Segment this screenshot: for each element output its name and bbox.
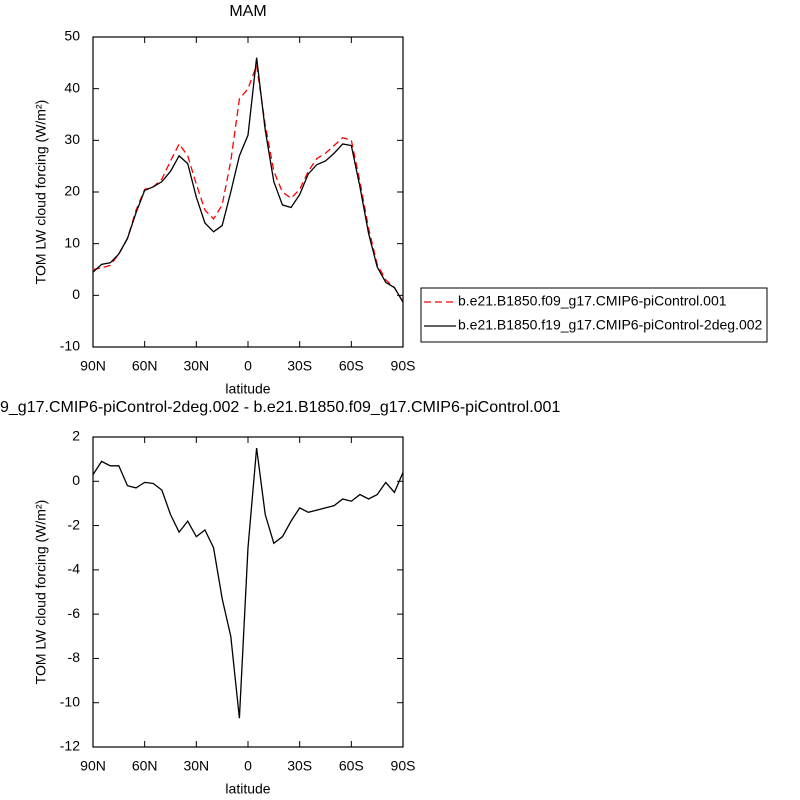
y-tick-label: -10: [60, 338, 80, 354]
plot-frame: [92, 36, 404, 348]
data-line: [92, 447, 404, 719]
y-tick-label: 2: [72, 428, 80, 444]
chart-title: 9_g17.CMIP6-piControl-2deg.002 - b.e21.B…: [0, 399, 560, 416]
legend-box: [420, 287, 768, 343]
y-tick-label: -2: [68, 516, 81, 532]
y-tick-label: -6: [68, 605, 81, 621]
x-tick-label: 0: [244, 358, 252, 374]
y-tick-label: -12: [60, 738, 80, 754]
x-tick-label: 90N: [80, 358, 106, 374]
y-tick-label: -8: [68, 649, 81, 665]
y-tick-label: 10: [64, 234, 80, 250]
x-tick-label: 60S: [339, 758, 364, 774]
y-tick-label: 40: [64, 79, 80, 95]
x-tick-label: 60S: [339, 358, 364, 374]
x-tick-label: 0: [244, 758, 252, 774]
data-line: [92, 65, 404, 303]
x-axis-label: latitude: [225, 781, 270, 797]
x-tick-label: 30N: [183, 358, 209, 374]
y-axis-label: TOM LW cloud forcing (W/m²): [33, 500, 49, 685]
y-tick-label: 30: [64, 131, 80, 147]
y-tick-label: -4: [68, 561, 81, 577]
x-tick-label: 30S: [287, 758, 312, 774]
y-tick-label: 20: [64, 183, 80, 199]
x-tick-label: 60N: [132, 758, 158, 774]
x-axis-label: latitude: [225, 381, 270, 397]
y-axis-label: TOM LW cloud forcing (W/m²): [33, 100, 49, 285]
y-tick-label: 50: [64, 28, 80, 44]
legend-label: b.e21.B1850.f09_g17.CMIP6-piControl.001: [458, 293, 727, 309]
x-tick-label: 90S: [391, 358, 416, 374]
x-tick-label: 30N: [183, 758, 209, 774]
chart-title: MAM: [229, 3, 266, 20]
y-tick-label: 0: [72, 472, 80, 488]
data-line: [92, 57, 404, 303]
x-tick-label: 30S: [287, 358, 312, 374]
plot-frame: [92, 436, 404, 748]
x-tick-label: 90S: [391, 758, 416, 774]
x-tick-label: 60N: [132, 358, 158, 374]
x-tick-label: 90N: [80, 758, 106, 774]
legend-label: b.e21.B1850.f19_g17.CMIP6-piControl-2deg…: [458, 317, 763, 333]
y-tick-label: -10: [60, 693, 80, 709]
y-tick-label: 0: [72, 286, 80, 302]
